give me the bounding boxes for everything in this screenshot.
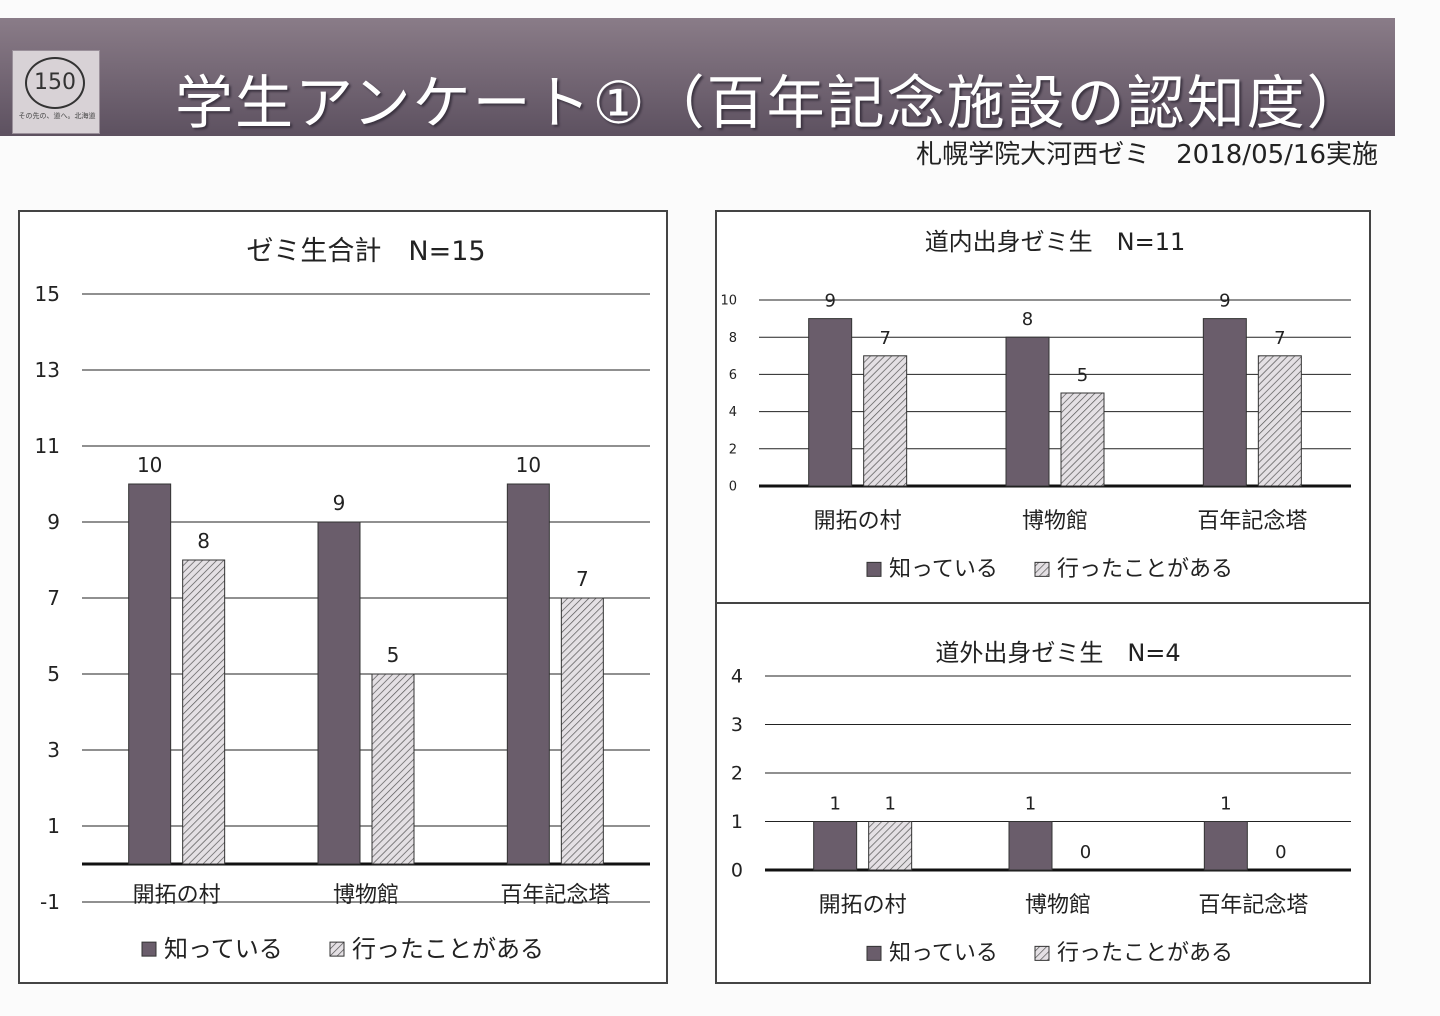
legend-label: 行ったことがある <box>352 935 544 963</box>
chart-panel-regional: 道内出身ゼミ生 N=11 0 2 4 6 8 10 9 7 開拓の村 8 5 博物館 9 7 百年記念塔 知って… <box>715 210 1371 984</box>
legend-label: 知っている <box>164 935 283 963</box>
legend-label: 知っている <box>889 941 998 966</box>
bar-known <box>1202 318 1247 487</box>
bar-visited <box>868 821 913 871</box>
category-label: 博物館 <box>1025 893 1091 918</box>
y-tick-label: 2 <box>729 442 737 457</box>
bar-visited <box>371 673 415 865</box>
data-label: 0 <box>1080 842 1091 863</box>
bar-visited <box>182 559 226 865</box>
y-tick-label: 15 <box>35 282 60 306</box>
y-tick-label: 0 <box>731 860 743 882</box>
bar-known <box>813 821 858 871</box>
panel-divider <box>717 602 1369 604</box>
data-label: 9 <box>1219 291 1230 312</box>
bar-known <box>506 483 550 865</box>
legend-swatch-visited <box>1034 561 1050 577</box>
data-label: 10 <box>137 453 162 477</box>
bar-visited <box>560 597 604 865</box>
logo-tagline: その先の、道へ。北海道 <box>18 112 96 120</box>
legend-swatch-visited <box>329 941 345 957</box>
y-tick-label: 2 <box>731 763 743 785</box>
category-label: 百年記念塔 <box>1198 893 1308 918</box>
anniversary-logo: 150 その先の、道へ。北海道 <box>12 50 100 134</box>
y-tick-label: 13 <box>35 358 60 382</box>
data-label: 9 <box>333 491 346 515</box>
bar-visited <box>1060 392 1105 487</box>
data-label: 7 <box>576 567 589 591</box>
y-tick-label: 0 <box>729 480 737 495</box>
bar-known <box>1203 821 1248 871</box>
category-label: 百年記念塔 <box>500 883 610 908</box>
y-tick-label: 5 <box>47 662 60 686</box>
category-label: 博物館 <box>1022 509 1088 534</box>
legend-swatch-visited <box>1034 945 1050 961</box>
bar-visited <box>863 355 908 487</box>
category-label: 開拓の村 <box>819 893 907 918</box>
y-tick-label: 7 <box>47 586 60 610</box>
data-label: 0 <box>1275 842 1286 863</box>
data-label: 10 <box>516 453 541 477</box>
y-tick-label: 9 <box>47 510 60 534</box>
legend-label: 行ったことがある <box>1057 941 1233 966</box>
bar-visited <box>1257 355 1302 487</box>
y-tick-label: 1 <box>731 811 743 833</box>
data-label: 5 <box>387 643 400 667</box>
legend-swatch-known <box>866 945 882 961</box>
data-label: 1 <box>1220 794 1231 815</box>
y-tick-label: -1 <box>40 890 60 914</box>
legend-label: 知っている <box>889 557 998 582</box>
legend-label: 行ったことがある <box>1057 557 1233 582</box>
y-tick-label: 10 <box>720 294 737 309</box>
y-tick-label: 4 <box>729 405 737 420</box>
data-label: 7 <box>879 328 890 349</box>
bar-known <box>1008 821 1053 871</box>
y-tick-label: 3 <box>47 738 60 762</box>
data-label: 8 <box>1022 309 1033 330</box>
category-label: 開拓の村 <box>133 883 221 908</box>
chart-title: 道内出身ゼミ生 N=11 <box>925 228 1186 256</box>
y-tick-label: 8 <box>729 331 737 346</box>
y-tick-label: 3 <box>731 714 743 736</box>
data-label: 7 <box>1274 328 1285 349</box>
data-label: 8 <box>197 529 210 553</box>
chart-title: ゼミ生合計 N=15 <box>246 236 485 267</box>
survey-info: 札幌学院大河西ゼミ 2018/05/16実施 <box>916 140 1378 170</box>
bar-known <box>128 483 172 865</box>
logo-number: 150 <box>25 57 85 109</box>
page-title: 学生アンケート①（百年記念施設の認知度） <box>175 69 1367 137</box>
y-tick-label: 4 <box>731 666 743 688</box>
chart-title: 道外出身ゼミ生 N=4 <box>935 639 1180 667</box>
bar-known <box>1005 336 1050 487</box>
legend-swatch-known <box>141 941 157 957</box>
title-banner: 学生アンケート①（百年記念施設の認知度） <box>0 18 1395 137</box>
data-label: 5 <box>1077 365 1088 386</box>
data-label: 1 <box>829 794 840 815</box>
legend-swatch-known <box>866 561 882 577</box>
chart-hokkaido-svg: 道内出身ゼミ生 N=11 0 2 4 6 8 10 9 7 開拓の村 8 5 博物館 9 7 百年記念塔知って… <box>720 228 1351 582</box>
bar-known <box>808 318 853 487</box>
y-tick-label: 6 <box>729 368 737 383</box>
data-label: 9 <box>824 291 835 312</box>
data-label: 1 <box>1025 794 1036 815</box>
data-label: 1 <box>884 794 895 815</box>
category-label: 博物館 <box>333 883 399 908</box>
chart-total-svg: ゼミ生合計 N=15-113579111315108開拓の村95博物館107百年… <box>35 236 650 963</box>
chart-panel-total: ゼミ生合計 N=15 -1 1 3 5 7 9 11 13 15 10 8 開拓の村 9 5 博物館 10 7 百年… <box>18 210 668 984</box>
category-label: 百年記念塔 <box>1197 509 1307 534</box>
category-label: 開拓の村 <box>814 509 902 534</box>
y-tick-label: 11 <box>35 434 60 458</box>
bar-known <box>317 521 361 865</box>
y-tick-label: 1 <box>47 814 60 838</box>
